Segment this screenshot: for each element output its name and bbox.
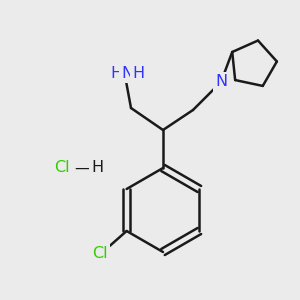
Text: Cl: Cl xyxy=(92,247,107,262)
Text: H: H xyxy=(91,160,103,175)
Text: H: H xyxy=(132,65,144,80)
Text: N: N xyxy=(215,74,227,89)
Text: —: — xyxy=(74,160,90,175)
Text: H: H xyxy=(110,65,122,80)
Text: N: N xyxy=(121,65,133,80)
Text: Cl: Cl xyxy=(54,160,70,175)
